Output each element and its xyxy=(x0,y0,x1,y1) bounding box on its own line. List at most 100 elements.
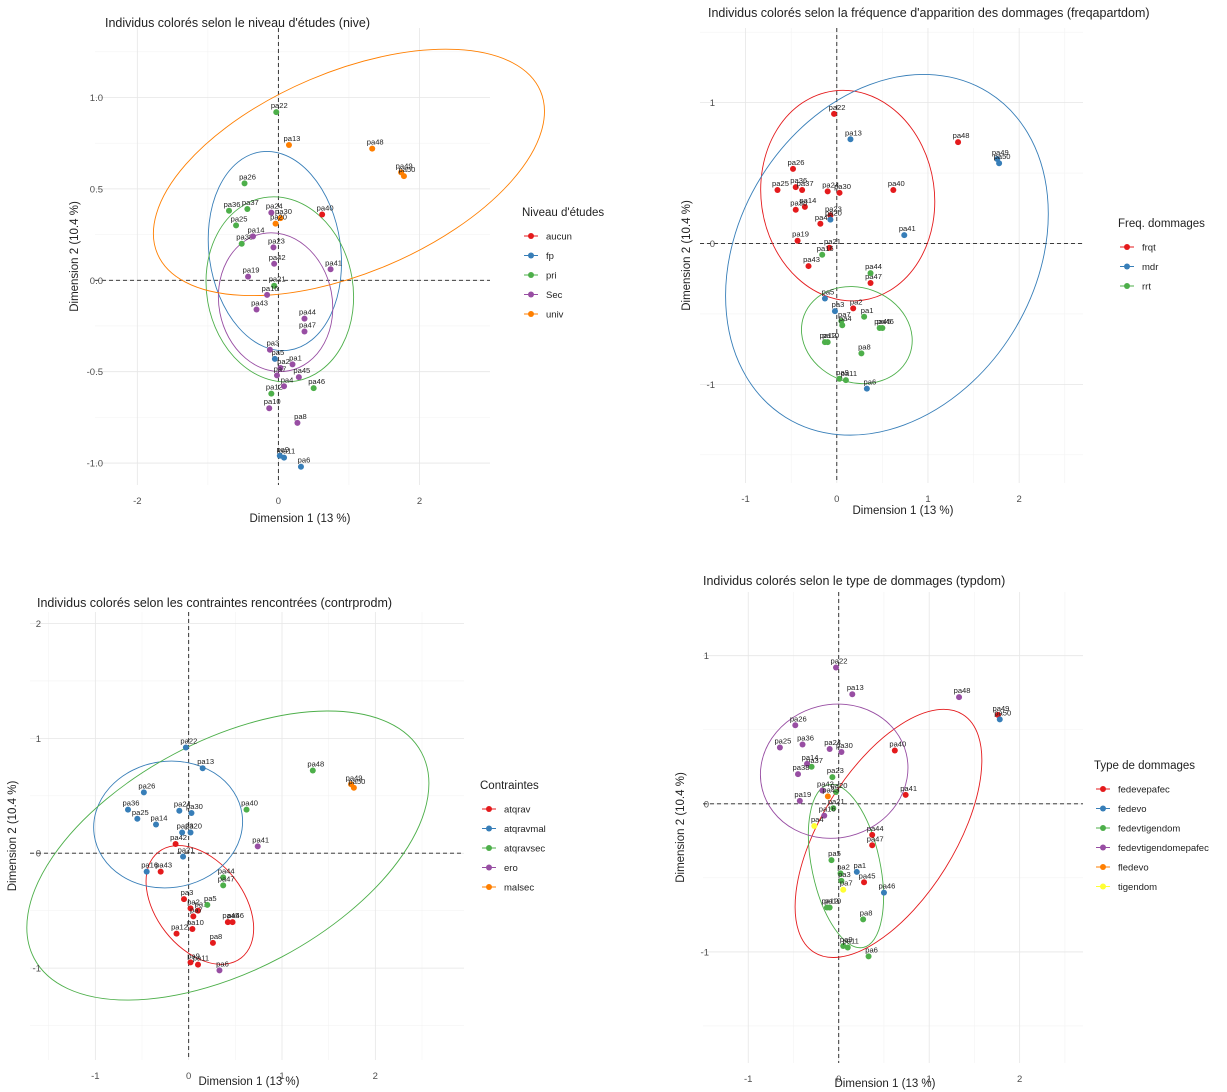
point-label-pa21: pa21 xyxy=(824,237,841,246)
point-pa46 xyxy=(880,889,887,896)
legend-key-dot xyxy=(486,845,492,851)
point-pa20 xyxy=(187,829,194,836)
point-pa20 xyxy=(833,788,839,795)
point-label-pa14: pa14 xyxy=(151,814,168,823)
legend-key-dot xyxy=(486,806,492,812)
point-label-pa45: pa45 xyxy=(222,911,239,920)
point-label-pa14: pa14 xyxy=(248,225,265,234)
point-label-pa8: pa8 xyxy=(294,412,307,421)
x-tick-label: 1 xyxy=(927,1074,932,1085)
x-tick-label: 0 xyxy=(276,496,281,507)
point-label-pa7: pa7 xyxy=(840,879,853,888)
point-label-pa25: pa25 xyxy=(132,808,149,817)
point-pa5 xyxy=(828,857,835,864)
point-pa43 xyxy=(157,868,164,875)
legend-key-dot xyxy=(528,233,534,239)
point-pa47 xyxy=(220,882,227,889)
confidence-ellipse-fedevtigendom xyxy=(807,783,884,949)
point-pa6 xyxy=(297,463,304,470)
point-pa22 xyxy=(831,110,838,117)
legend-item-aucun: aucun xyxy=(524,232,572,243)
point-label-pa7: pa7 xyxy=(838,310,851,319)
point-label-pa5: pa5 xyxy=(822,287,835,296)
point-pa16 xyxy=(821,812,828,819)
point-pa4 xyxy=(281,383,288,390)
point-pa36 xyxy=(226,207,233,214)
point-label-pa8: pa8 xyxy=(860,908,873,917)
point-pa46 xyxy=(879,325,886,332)
point-pa44 xyxy=(869,831,876,838)
point-label-pa47: pa47 xyxy=(299,320,316,329)
point-label-pa49: pa49 xyxy=(992,704,1009,713)
legend-key-dot xyxy=(486,884,492,890)
legend-item-atqrav: atqrav xyxy=(482,805,531,816)
point-pa25 xyxy=(776,744,783,751)
point-label-pa36: pa36 xyxy=(123,799,140,808)
point-pa1 xyxy=(861,313,868,320)
point-pa11 xyxy=(195,961,201,968)
point-label-pa2: pa2 xyxy=(277,357,290,366)
point-pa16 xyxy=(143,868,150,875)
point-label-pa50: pa50 xyxy=(398,165,415,174)
point-pa44 xyxy=(220,874,227,881)
point-pa48 xyxy=(956,694,963,701)
point-label-pa1: pa1 xyxy=(195,900,208,909)
point-pa38 xyxy=(238,240,245,247)
point-label-pa36: pa36 xyxy=(790,176,807,185)
y-tick-label: 1.0 xyxy=(90,93,103,104)
point-pa36 xyxy=(125,806,131,813)
point-label-pa36: pa36 xyxy=(224,200,241,209)
point-pa12 xyxy=(173,930,180,937)
point-pa6 xyxy=(216,967,223,974)
point-label-pa1: pa1 xyxy=(289,353,302,362)
point-label-pa49: pa49 xyxy=(346,773,363,782)
point-label-pa42: pa42 xyxy=(815,213,832,222)
legend-key-dot xyxy=(528,272,534,278)
point-pa42 xyxy=(271,260,278,267)
point-label-pa40: pa40 xyxy=(241,799,258,808)
legend-item-fledevo: fledevo xyxy=(1096,863,1149,874)
legend-key-dot xyxy=(528,252,534,259)
x-tick-label: 2 xyxy=(1017,494,1022,505)
point-pa42 xyxy=(819,787,826,794)
series-fedevtigendom: pa37pa23pa20pa21pa5pa2pa3pa10pa12pa8pa9p… xyxy=(806,756,878,960)
point-pa48 xyxy=(309,767,316,774)
confidence-ellipse-fedevepafec xyxy=(794,708,983,958)
point-pa45 xyxy=(861,879,868,886)
point-label-pa47: pa47 xyxy=(865,272,882,281)
point-label-pa43: pa43 xyxy=(803,255,820,264)
legend-label: aucun xyxy=(546,232,572,243)
point-label-pa3: pa3 xyxy=(181,888,194,897)
point-pa14 xyxy=(250,233,256,240)
point-pa40 xyxy=(319,211,326,218)
legend-label: atqrav xyxy=(504,805,531,816)
point-label-pa9: pa9 xyxy=(836,368,849,377)
point-label-pa43: pa43 xyxy=(251,299,268,308)
series-ero: pa41 pa6 xyxy=(216,835,269,974)
point-pa3 xyxy=(831,308,838,315)
point-label-pa42: pa42 xyxy=(817,779,834,788)
point-pa50 xyxy=(996,160,1003,167)
point-label-pa23: pa23 xyxy=(827,766,844,775)
point-label-pa41: pa41 xyxy=(252,835,269,844)
point-label-pa24: pa24 xyxy=(824,738,841,747)
legend-key-dot xyxy=(1100,786,1106,792)
point-label-pa5: pa5 xyxy=(272,348,285,357)
y-tick-label: 1 xyxy=(710,98,715,109)
x-tick-label: 1 xyxy=(279,1071,284,1082)
point-pa21 xyxy=(830,805,837,812)
point-label-pa7: pa7 xyxy=(274,364,287,373)
legend-item-fedevtigendom: fedevtigendom xyxy=(1096,824,1180,835)
point-label-pa11: pa11 xyxy=(279,447,295,456)
point-label-pa38: pa38 xyxy=(793,763,810,772)
point-label-pa19: pa19 xyxy=(794,790,811,799)
point-pa50 xyxy=(350,784,357,791)
legend-title: Type de dommages xyxy=(1094,760,1195,772)
point-pa21 xyxy=(826,244,833,251)
point-pa48 xyxy=(955,139,962,146)
point-pa26 xyxy=(790,165,797,172)
legend-key-dot xyxy=(1100,825,1106,831)
point-label-pa48: pa48 xyxy=(367,138,384,147)
x-tick-label: 0 xyxy=(836,1074,841,1085)
